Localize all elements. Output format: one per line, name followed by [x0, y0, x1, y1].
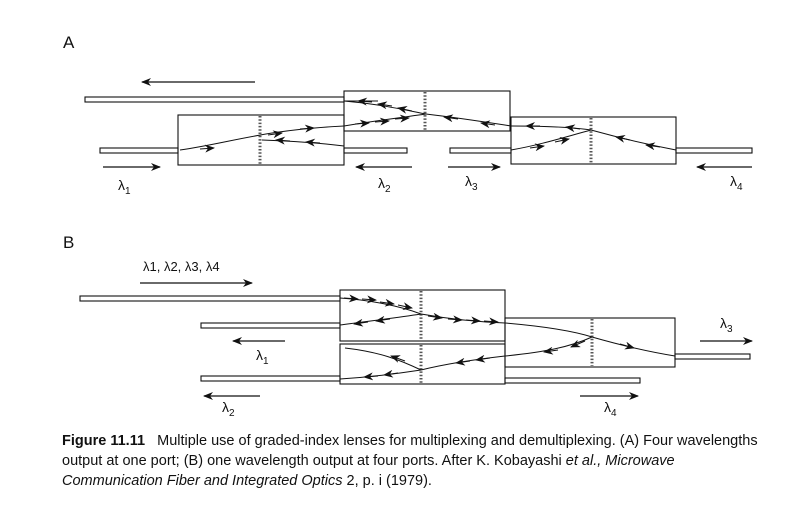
- caption-citation: et al., Microwave Communication Fiber an…: [62, 453, 675, 489]
- panel-a-lambda2-label: λ2: [378, 175, 391, 195]
- panel-b-input-label: λ1, λ2, λ3, λ4: [143, 259, 220, 274]
- panel-b-ray-arrows: [343, 294, 635, 381]
- figure-caption: Figure 11.11 Multiple use of graded-inde…: [62, 431, 774, 491]
- panel-b-filters: [419, 291, 594, 383]
- lens-a-middle: [343, 90, 511, 132]
- fiber-a-lambda3: [449, 147, 512, 154]
- panel-a-ray-arrows: [199, 97, 661, 153]
- lens-a-right: [510, 116, 677, 165]
- panel-a-ray-paths: [179, 100, 677, 151]
- fiber-a-lambda2: [343, 147, 408, 154]
- panel-a-filters: [258, 92, 593, 164]
- panel-b-lambda1-label: λ1: [256, 347, 269, 367]
- panel-a-lambda3-label: λ3: [465, 173, 478, 193]
- caption-citation-tail: 2, p. i (1979).: [342, 473, 432, 489]
- fiber-b-lambda4: [504, 377, 641, 384]
- panel-a-lambda4-label: λ4: [730, 173, 743, 193]
- fiber-a-lambda4: [675, 147, 753, 154]
- panel-b-fibers: [79, 295, 751, 384]
- panel-b-lenses: [339, 289, 676, 385]
- panel-a-lenses: [177, 90, 677, 166]
- figure-number: Figure 11.11: [62, 433, 146, 449]
- panel-b-lambda3-label: λ3: [720, 315, 733, 335]
- panel-a-lambda1-label: λ1: [118, 177, 131, 197]
- lens-b-right: [504, 317, 676, 368]
- panel-a-label: A: [63, 33, 75, 52]
- fiber-b-input: [79, 295, 341, 302]
- fiber-b-lambda3: [674, 353, 751, 360]
- lens-a-left: [177, 114, 345, 166]
- lens-b-top: [339, 289, 506, 342]
- panel-b-label: B: [63, 233, 74, 252]
- fiber-a-lambda1: [99, 147, 179, 154]
- fiber-b-lambda2: [200, 375, 341, 382]
- fiber-a-output: [84, 96, 345, 103]
- fiber-b-lambda1: [200, 322, 341, 329]
- panel-b-lambda2-label: λ2: [222, 399, 235, 419]
- panel-b-lambda4-label: λ4: [604, 399, 617, 419]
- caption-text: Multiple use of graded-index lenses for …: [62, 433, 758, 469]
